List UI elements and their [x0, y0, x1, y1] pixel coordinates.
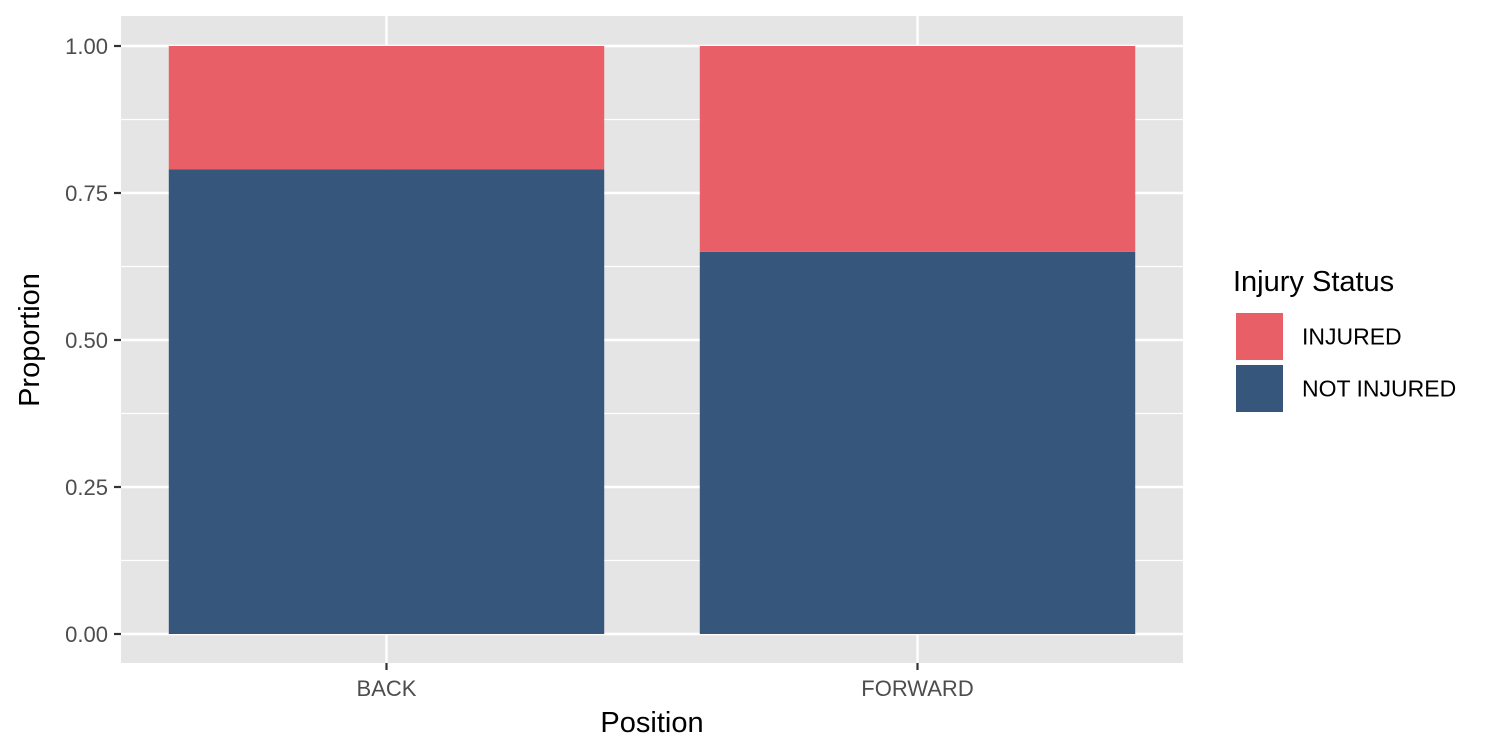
y-tick-label: 0.50 [65, 328, 108, 353]
bar-back-injured [168, 46, 605, 170]
x-tick-label: BACK [357, 676, 417, 701]
y-tick-label: 0.75 [65, 181, 108, 206]
bars [168, 46, 1136, 635]
legend: Injury Status INJURED NOT INJURED [1233, 266, 1456, 412]
legend-entries: INJURED NOT INJURED [1236, 313, 1456, 412]
x-tick-label: FORWARD [861, 676, 973, 701]
y-tick-label: 0.00 [65, 622, 108, 647]
legend-label: INJURED [1302, 324, 1402, 350]
legend-key-injured [1236, 313, 1283, 360]
legend-key-not-injured [1236, 365, 1283, 412]
bar-forward-not-injured [699, 251, 1136, 635]
legend-title: Injury Status [1233, 266, 1394, 298]
y-axis: 0.00 0.25 0.50 0.75 1.00 [65, 34, 121, 647]
x-axis: BACK FORWARD [357, 663, 974, 701]
x-axis-title: Position [600, 707, 703, 739]
y-axis-title: Proportion [14, 273, 46, 407]
bar-forward-injured [699, 46, 1136, 252]
y-tick-label: 0.25 [65, 475, 108, 500]
legend-label: NOT INJURED [1302, 376, 1456, 402]
bar-back-not-injured [168, 169, 605, 635]
y-tick-label: 1.00 [65, 34, 108, 59]
